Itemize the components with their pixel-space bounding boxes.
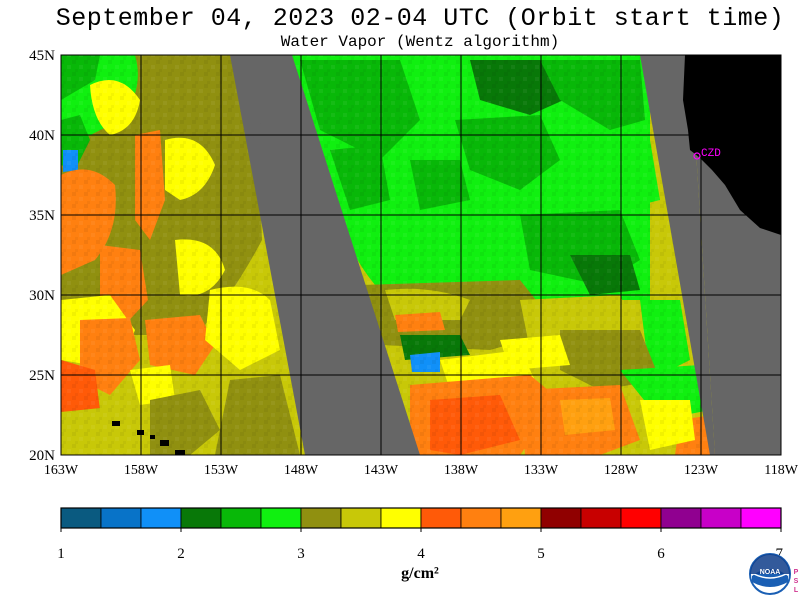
lon-tick-label: 123W [684, 463, 719, 478]
colorbar-swatch [140, 507, 182, 529]
lon-tick-label: 118W [764, 463, 798, 478]
colorbar [60, 507, 782, 529]
colorbar-swatch [100, 507, 142, 529]
colorbar-swatch [540, 507, 582, 529]
svg-text:S: S [794, 578, 799, 585]
lon-tick-label: 148W [284, 463, 319, 478]
lon-tick-label: 153W [204, 463, 239, 478]
lon-tick-label: 143W [364, 463, 399, 478]
colorbar-swatch [660, 507, 702, 529]
colorbar-tick-label: 2 [177, 546, 185, 562]
noaa-logo: NOAA [749, 553, 791, 595]
colorbar-swatch [500, 507, 542, 529]
colorbar-tick-label: 6 [657, 546, 665, 562]
lat-tick-label: 20N [29, 448, 55, 464]
colorbar-swatch [740, 507, 782, 529]
colorbar-unit-label: g/cm² [401, 565, 439, 582]
lat-tick-label: 45N [29, 48, 55, 64]
colorbar-swatch [60, 507, 102, 529]
page-subtitle: Water Vapor (Wentz algorithm) [280, 33, 560, 51]
colorbar-tick-label: 3 [297, 546, 305, 562]
lat-tick-label: 30N [29, 288, 55, 304]
colorbar-swatch [180, 507, 222, 529]
colorbar-swatch [220, 507, 262, 529]
psl-letters: P S L [794, 569, 799, 594]
lat-tick-label: 25N [29, 368, 55, 384]
colorbar-swatch [340, 507, 382, 529]
lon-tick-label: 163W [44, 463, 79, 478]
station-marker-icon [693, 152, 701, 160]
longitude-labels: 163W 158W 153W 148W 143W 138W 133W 128W 123W 118W [44, 463, 799, 478]
latitude-labels: 45N 40N 35N 30N 25N 20N [29, 48, 55, 464]
lon-tick-label: 128W [604, 463, 639, 478]
colorbar-tick-label: 7 [776, 546, 784, 562]
colorbar-tick-label: 1 [57, 546, 65, 562]
page-title: September 04, 2023 02-04 UTC (Orbit star… [55, 4, 785, 33]
lon-tick-label: 133W [524, 463, 559, 478]
station-marker-czd[interactable]: CZD [693, 148, 721, 160]
colorbar-swatch [380, 507, 422, 529]
colorbar-tick-label: 5 [537, 546, 545, 562]
lat-tick-label: 35N [29, 208, 55, 224]
noaa-logo-text: NOAA [760, 569, 781, 576]
colorbar-swatch [580, 507, 622, 529]
colorbar-swatch [620, 507, 662, 529]
colorbar-swatch [420, 507, 462, 529]
colorbar-swatch [260, 507, 302, 529]
colorbar-tick-label: 4 [417, 546, 425, 562]
colorbar-swatch [700, 507, 742, 529]
colorbar-tick-labels: 1 2 3 4 5 6 7 [57, 528, 784, 562]
lat-tick-label: 40N [29, 128, 55, 144]
colorbar-swatch [300, 507, 342, 529]
map-field [61, 55, 781, 455]
svg-text:P: P [794, 569, 799, 576]
colorbar-swatch [460, 507, 502, 529]
lon-tick-label: 158W [124, 463, 159, 478]
svg-text:L: L [794, 587, 799, 594]
map-frame [60, 54, 782, 456]
station-label: CZD [701, 148, 721, 160]
lon-tick-label: 138W [444, 463, 479, 478]
